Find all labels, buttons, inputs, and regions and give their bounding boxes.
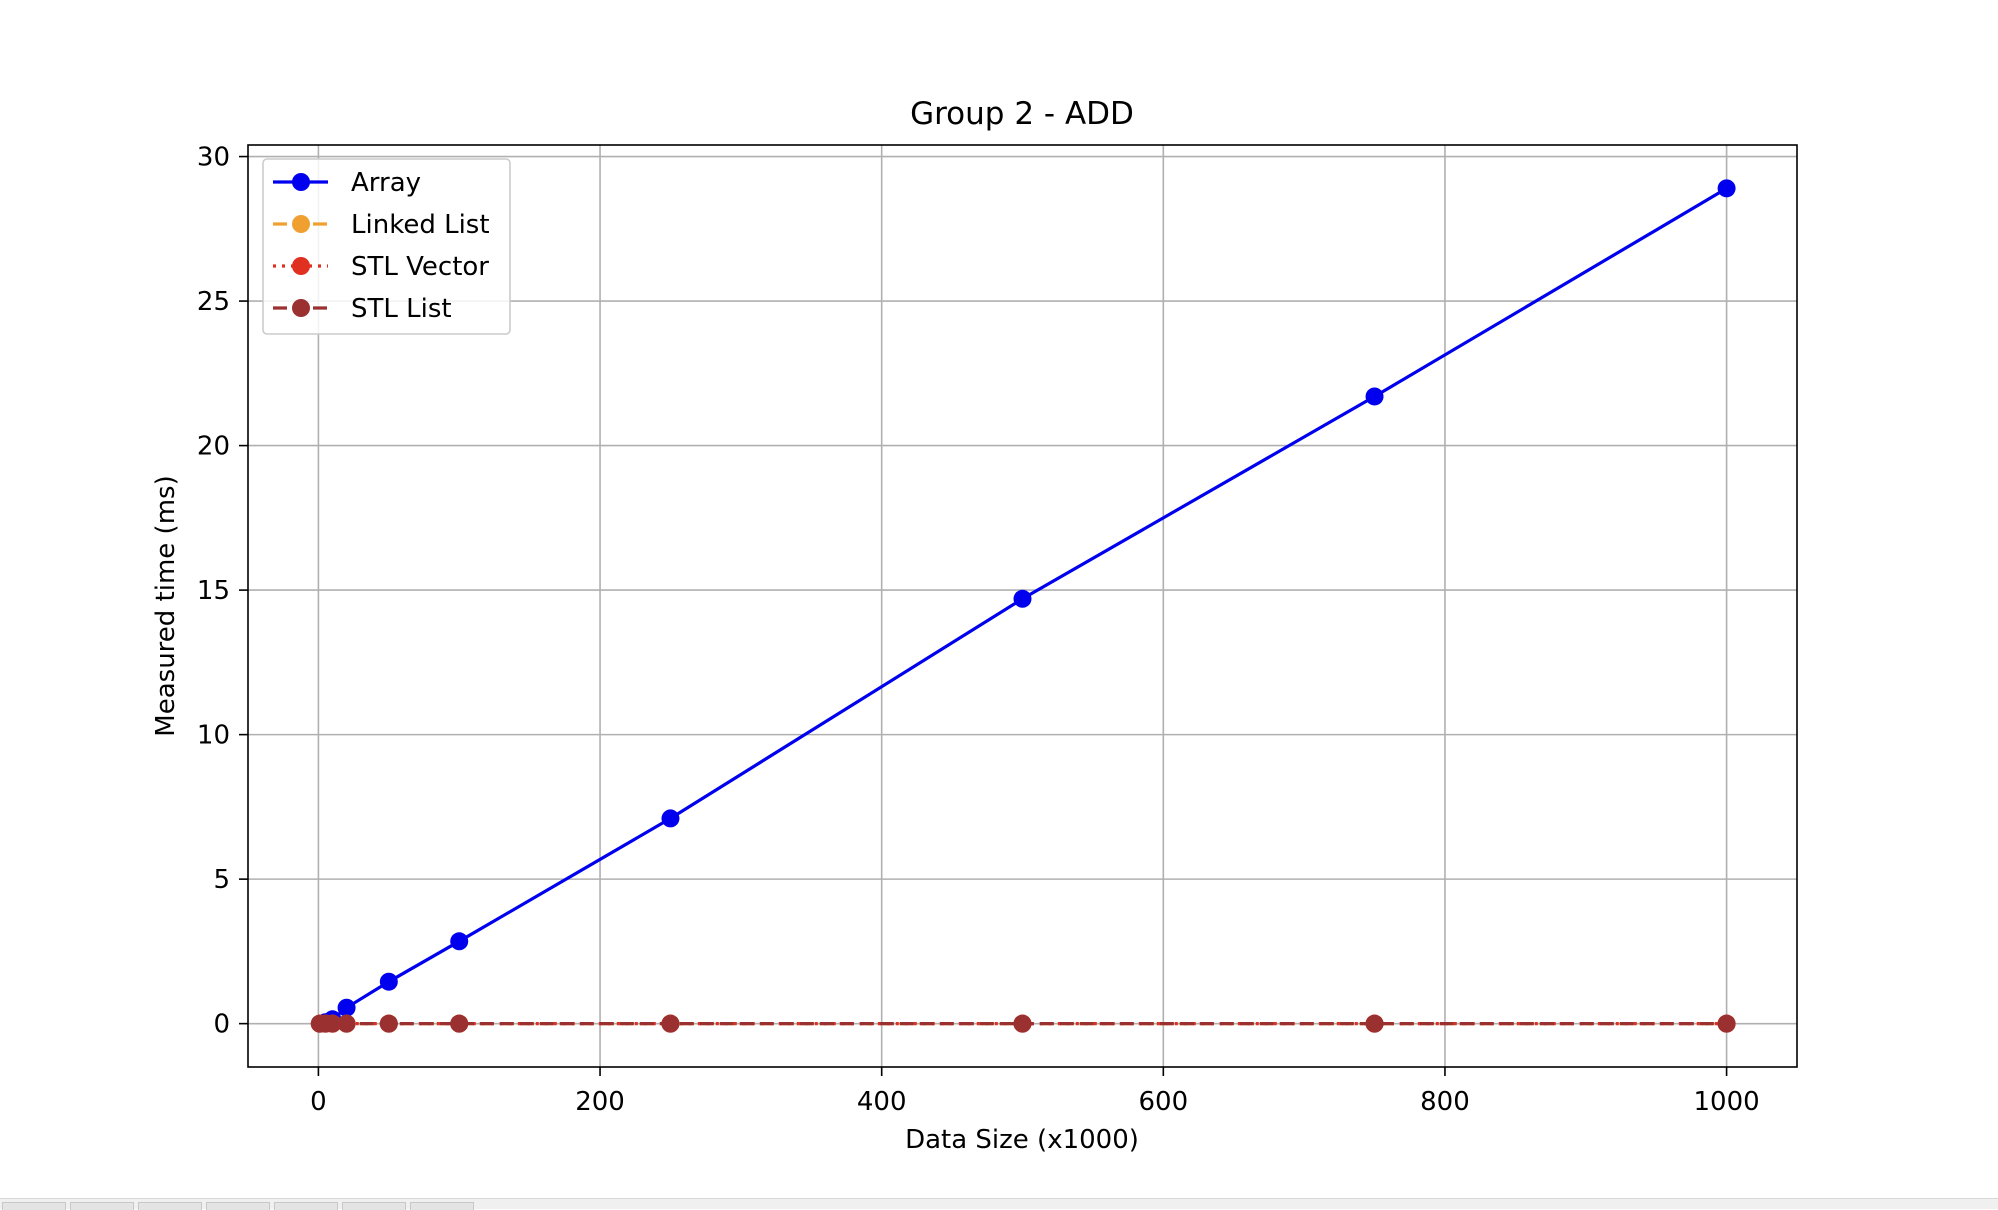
series-array <box>310 179 1736 1033</box>
data-point <box>450 932 469 951</box>
legend: Array Linked List STL Vector STL List <box>262 158 511 335</box>
y-axis-label: Measured time (ms) <box>151 475 181 736</box>
y-tick-label: 5 <box>213 865 230 895</box>
data-point <box>1365 1014 1384 1033</box>
x-tick-label: 0 <box>310 1087 327 1117</box>
series-layer <box>310 179 1736 1033</box>
legend-label: Linked List <box>351 210 490 240</box>
x-tick-label: 400 <box>857 1087 907 1117</box>
taskbar-button[interactable] <box>274 1202 338 1210</box>
taskbar-button[interactable] <box>138 1202 202 1210</box>
x-tick-label: 200 <box>575 1087 625 1117</box>
legend-entry: STL List <box>273 294 452 324</box>
x-tick-label: 800 <box>1420 1087 1470 1117</box>
x-axis-label: Data Size (x1000) <box>905 1125 1139 1155</box>
data-point <box>1717 179 1736 198</box>
legend-label: Array <box>351 168 421 198</box>
data-point <box>1013 1014 1032 1033</box>
legend-marker-swatch <box>292 215 310 233</box>
plot-frame <box>247 144 1798 1068</box>
legend-marker-swatch <box>292 173 310 191</box>
y-tick-label: 0 <box>213 1010 230 1040</box>
legend-label: STL Vector <box>351 252 489 282</box>
data-point <box>1013 589 1032 608</box>
legend-entry: Linked List <box>273 210 490 240</box>
legend-label: STL List <box>351 294 452 324</box>
legend-box <box>262 158 511 335</box>
data-point <box>1365 387 1384 406</box>
legend-entry: STL Vector <box>273 252 489 282</box>
data-point <box>323 1014 342 1033</box>
chart-title: Group 2 - ADD <box>910 96 1134 132</box>
data-point <box>1717 1014 1736 1033</box>
y-tick-label: 25 <box>197 287 230 317</box>
taskbar-button[interactable] <box>2 1202 66 1210</box>
x-tick-label: 600 <box>1138 1087 1188 1117</box>
data-point <box>337 1014 356 1033</box>
taskbar-button[interactable] <box>410 1202 474 1210</box>
data-point <box>661 809 680 828</box>
data-point <box>450 1014 469 1033</box>
taskbar-button[interactable] <box>206 1202 270 1210</box>
y-tick-label: 15 <box>197 576 230 606</box>
y-tick-label: 10 <box>197 721 230 751</box>
x-tick-label: 1000 <box>1694 1087 1760 1117</box>
axis-ticks: 0 200 400 600 800 1000 0 5 10 15 20 25 30 <box>197 143 1760 1117</box>
legend-marker-swatch <box>292 299 310 317</box>
data-point <box>337 998 356 1017</box>
taskbar <box>0 1198 1998 1210</box>
legend-entry: Array <box>273 168 421 198</box>
legend-marker-swatch <box>292 257 310 275</box>
data-point <box>379 972 398 991</box>
data-point <box>661 1014 680 1033</box>
y-tick-label: 20 <box>197 432 230 462</box>
y-tick-label: 30 <box>197 143 230 173</box>
series-stl-list <box>310 1014 1736 1033</box>
data-point <box>379 1014 398 1033</box>
taskbar-button[interactable] <box>342 1202 406 1210</box>
taskbar-button[interactable] <box>70 1202 134 1210</box>
